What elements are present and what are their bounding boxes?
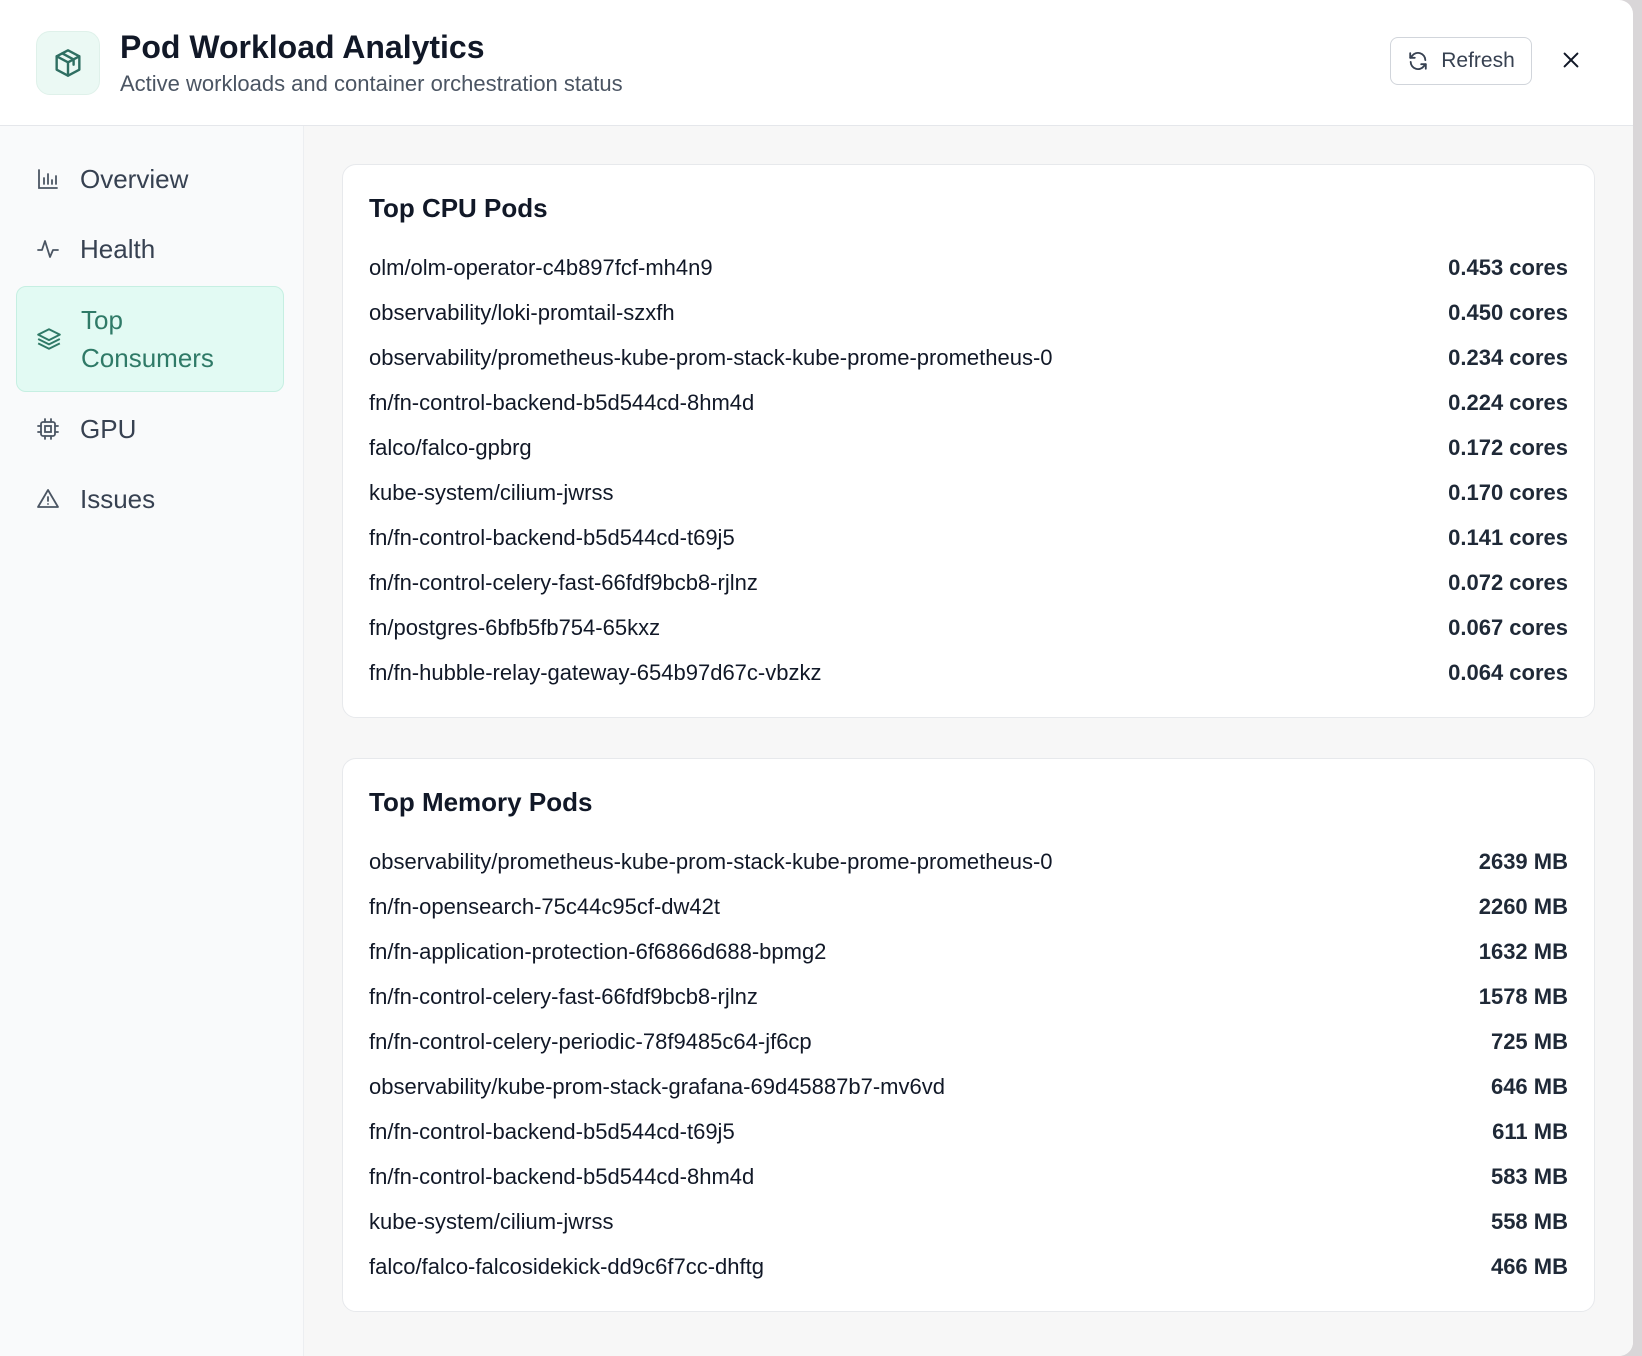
pod-name: fn/fn-control-celery-periodic-78f9485c64…: [369, 1028, 812, 1054]
pod-name: fn/fn-control-backend-b5d544cd-8hm4d: [369, 389, 755, 415]
pod-value: 1578 MB: [1478, 983, 1568, 1009]
warning-triangle-icon: [34, 485, 62, 513]
sidebar-item-label: GPU: [80, 414, 137, 444]
pod-name: fn/fn-control-backend-b5d544cd-t69j5: [369, 1118, 735, 1144]
page-title: Pod Workload Analytics: [120, 28, 485, 65]
card-title: Top Memory Pods: [369, 787, 593, 817]
list-item: falco/falco-gpbrg 0.172 cores: [369, 425, 1568, 470]
cpu-card: Top CPU Pods olm/olm-operator-c4b897fcf-…: [342, 164, 1595, 718]
pod-value: 0.072 cores: [1448, 569, 1568, 595]
pod-value: 1632 MB: [1478, 938, 1568, 964]
package-icon: [36, 30, 100, 95]
pod-value: 466 MB: [1490, 1253, 1568, 1279]
list-item: fn/postgres-6bfb5fb754-65kxz 0.067 cores: [369, 605, 1568, 650]
bar-chart-icon: [34, 165, 62, 193]
list-item: fn/fn-control-backend-b5d544cd-8hm4d 0.22…: [369, 380, 1568, 425]
refresh-icon: [1407, 50, 1429, 72]
close-icon[interactable]: [1555, 44, 1587, 76]
memory-list: observability/prometheus-kube-prom-stack…: [369, 839, 1568, 1289]
pod-name: falco/falco-gpbrg: [369, 434, 532, 460]
pod-value: 583 MB: [1490, 1163, 1568, 1189]
pod-value: 646 MB: [1490, 1073, 1568, 1099]
sidebar-item-label: Health: [80, 234, 156, 264]
pod-name: kube-system/cilium-jwrss: [369, 479, 614, 505]
pod-value: 2260 MB: [1478, 893, 1568, 919]
sidebar-item-top-consumers[interactable]: Top Consumers: [16, 286, 284, 392]
pod-value: 0.067 cores: [1448, 614, 1568, 640]
card-title: Top CPU Pods: [369, 193, 548, 223]
list-item: observability/loki-promtail-szxfh 0.450 c…: [369, 290, 1568, 335]
list-item: kube-system/cilium-jwrss 558 MB: [369, 1199, 1568, 1244]
pod-name: fn/fn-control-celery-fast-66fdf9bcb8-rjl…: [369, 983, 758, 1009]
sidebar: Overview Health Top Consumers: [0, 126, 304, 1356]
sidebar-item-label: Top Consumers: [81, 305, 214, 373]
memory-card: Top Memory Pods observability/prometheus…: [342, 758, 1595, 1312]
list-item: fn/fn-control-celery-fast-66fdf9bcb8-rjl…: [369, 560, 1568, 605]
pod-name: kube-system/cilium-jwrss: [369, 1208, 614, 1234]
pod-value: 725 MB: [1490, 1028, 1568, 1054]
list-item: olm/olm-operator-c4b897fcf-mh4n9 0.453 co…: [369, 245, 1568, 290]
pod-value: 0.141 cores: [1448, 524, 1568, 550]
pod-value: 0.234 cores: [1448, 344, 1568, 370]
list-item: fn/fn-control-celery-periodic-78f9485c64…: [369, 1019, 1568, 1064]
pod-name: fn/postgres-6bfb5fb754-65kxz: [369, 614, 661, 640]
list-item: falco/falco-falcosidekick-dd9c6f7cc-dhft…: [369, 1244, 1568, 1289]
pod-value: 0.170 cores: [1448, 479, 1568, 505]
list-item: fn/fn-application-protection-6f6866d688-…: [369, 929, 1568, 974]
cpu-list: olm/olm-operator-c4b897fcf-mh4n9 0.453 co…: [369, 245, 1568, 695]
cpu-chip-icon: [34, 415, 62, 443]
pod-value: 0.172 cores: [1448, 434, 1568, 460]
activity-icon: [34, 235, 62, 263]
pod-value: 2639 MB: [1478, 848, 1568, 874]
layers-icon: [35, 325, 63, 353]
list-item: kube-system/cilium-jwrss 0.170 cores: [369, 470, 1568, 515]
modal-header: Pod Workload Analytics Active workloads …: [0, 0, 1633, 126]
refresh-button[interactable]: Refresh: [1390, 37, 1532, 85]
list-item: observability/kube-prom-stack-grafana-69…: [369, 1064, 1568, 1109]
pod-value: 0.450 cores: [1448, 299, 1568, 325]
pod-name: fn/fn-control-backend-b5d544cd-t69j5: [369, 524, 735, 550]
pod-name: fn/fn-control-backend-b5d544cd-8hm4d: [369, 1163, 755, 1189]
sidebar-item-health[interactable]: Health: [16, 216, 284, 282]
page-subtitle: Active workloads and container orchestra…: [120, 70, 623, 96]
list-item: fn/fn-hubble-relay-gateway-654b97d67c-vb…: [369, 650, 1568, 695]
list-item: fn/fn-opensearch-75c44c95cf-dw42t 2260 MB: [369, 884, 1568, 929]
sidebar-item-label: Issues: [80, 484, 156, 514]
pod-name: observability/prometheus-kube-prom-stack…: [369, 848, 1053, 874]
sidebar-item-issues[interactable]: Issues: [16, 466, 284, 532]
sidebar-item-overview[interactable]: Overview: [16, 146, 284, 212]
refresh-label: Refresh: [1441, 49, 1515, 72]
pod-name: fn/fn-hubble-relay-gateway-654b97d67c-vb…: [369, 659, 822, 685]
pod-name: observability/loki-promtail-szxfh: [369, 299, 675, 325]
sidebar-item-label: Overview: [80, 164, 189, 194]
main-content: Top CPU Pods olm/olm-operator-c4b897fcf-…: [304, 126, 1633, 1356]
pod-name: falco/falco-falcosidekick-dd9c6f7cc-dhft…: [369, 1253, 764, 1279]
list-item: observability/prometheus-kube-prom-stack…: [369, 335, 1568, 380]
list-item: fn/fn-control-celery-fast-66fdf9bcb8-rjl…: [369, 974, 1568, 1019]
list-item: fn/fn-control-backend-b5d544cd-t69j5 0.14…: [369, 515, 1568, 560]
pod-value: 558 MB: [1490, 1208, 1568, 1234]
sidebar-item-gpu[interactable]: GPU: [16, 396, 284, 462]
pod-name: fn/fn-opensearch-75c44c95cf-dw42t: [369, 893, 720, 919]
pod-name: observability/kube-prom-stack-grafana-69…: [369, 1073, 945, 1099]
pod-value: 611 MB: [1492, 1118, 1568, 1144]
list-item: observability/prometheus-kube-prom-stack…: [369, 839, 1568, 884]
pod-name: fn/fn-application-protection-6f6866d688-…: [369, 938, 827, 964]
list-item: fn/fn-control-backend-b5d544cd-8hm4d 583 …: [369, 1154, 1568, 1199]
pod-value: 0.224 cores: [1448, 389, 1568, 415]
pod-name: olm/olm-operator-c4b897fcf-mh4n9: [369, 254, 713, 280]
list-item: fn/fn-control-backend-b5d544cd-t69j5 611 …: [369, 1109, 1568, 1154]
pod-name: fn/fn-control-celery-fast-66fdf9bcb8-rjl…: [369, 569, 758, 595]
pod-name: observability/prometheus-kube-prom-stack…: [369, 344, 1053, 370]
pod-value: 0.453 cores: [1448, 254, 1568, 280]
pod-value: 0.064 cores: [1448, 659, 1568, 685]
